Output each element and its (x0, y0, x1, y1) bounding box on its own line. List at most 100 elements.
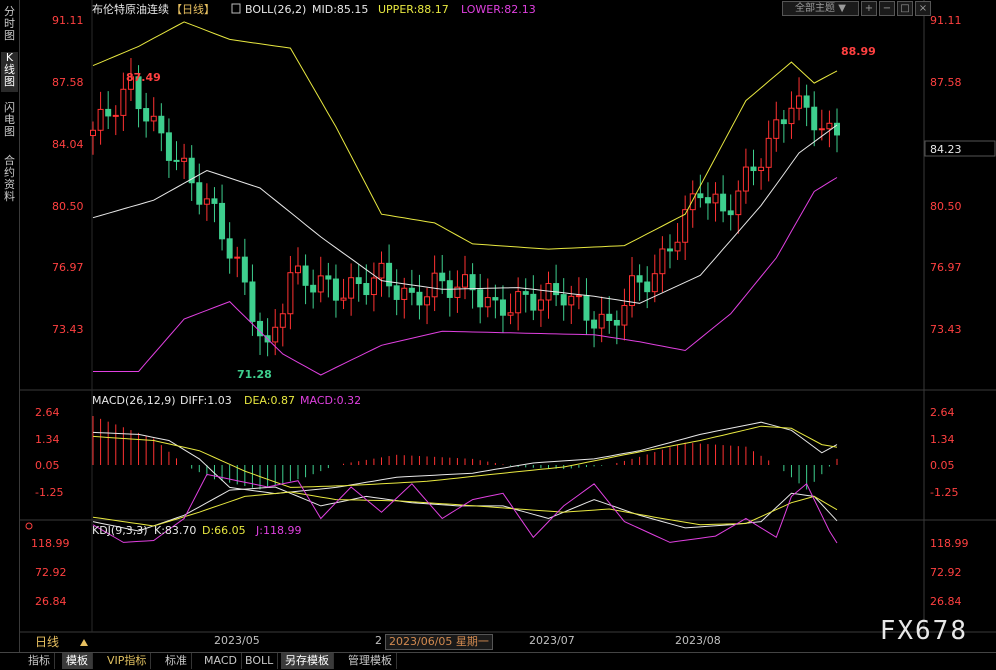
candle-body (196, 182, 203, 205)
current-price: 84.23 (930, 143, 962, 156)
candle-body (818, 128, 825, 131)
x-tick: 2023/07 (529, 634, 575, 647)
candle-body (211, 198, 218, 204)
kdj-tick: 26.84 (35, 595, 67, 608)
boll-upper: UPPER:88.17 (378, 3, 449, 16)
candle-body (727, 210, 734, 216)
y-tick: 73.43 (52, 323, 84, 336)
candle-body (378, 262, 385, 279)
y-tick: 80.50 (52, 200, 84, 213)
bottom-tab-bar: 指标 模板 VIP指标 标准 MACD BOLL 另存模板 管理模板 (0, 652, 996, 670)
candle-body (758, 166, 765, 172)
zoom-out-button[interactable]: − (879, 1, 895, 16)
macd-dea-line (92, 425, 838, 488)
candle-body (424, 296, 431, 306)
y-tick: 91.11 (930, 14, 962, 27)
macd-dea: DEA:0.87 (244, 394, 295, 407)
watermark: FX678 (879, 616, 968, 646)
candle-body (826, 122, 833, 130)
candle-body (484, 297, 491, 308)
candle-body (431, 272, 438, 298)
candle-body (340, 297, 347, 301)
kdj-settings-icon[interactable] (25, 522, 33, 530)
y-tick: 73.43 (930, 323, 962, 336)
tab-vip-indicator[interactable]: VIP指标 (103, 653, 152, 669)
candle-body (796, 95, 803, 109)
tab-manage-template[interactable]: 管理模板 (344, 653, 397, 669)
candle-body (165, 132, 172, 161)
candle-body (704, 197, 711, 204)
tab-save-template[interactable]: 另存模板 (281, 653, 334, 669)
candle-body (370, 277, 377, 296)
theme-dropdown[interactable]: 全部主题 ▼ (782, 1, 859, 16)
crosshair-date-label: 2023/06/05 星期一 (385, 634, 493, 650)
candle-body (666, 248, 673, 252)
candle-body (363, 283, 370, 296)
tab-contract-info[interactable]: 合约资料 (4, 154, 15, 203)
candle-body (606, 313, 613, 321)
tab-indicator[interactable]: 指标 (24, 653, 55, 669)
macd-tick: -1.25 (930, 486, 958, 499)
zoom-in-button[interactable]: + (861, 1, 877, 16)
boll-icon[interactable] (231, 3, 241, 14)
kdj-d-line (92, 491, 838, 527)
boll-lower-line (93, 177, 838, 376)
candle-body (811, 106, 818, 131)
candle-body (272, 326, 279, 343)
macd-tick: 1.34 (35, 433, 60, 446)
candle-body (575, 295, 582, 298)
candle-body (135, 76, 142, 110)
candle-body (477, 289, 484, 308)
candle-body (287, 272, 294, 315)
candlestick-series (90, 58, 840, 357)
candle-body (515, 291, 522, 314)
candle-body (560, 294, 567, 306)
candle-body (348, 277, 355, 299)
candle-body (143, 108, 150, 122)
candle-body (773, 119, 780, 139)
y-tick: 91.11 (52, 14, 84, 27)
candle-body (401, 287, 408, 300)
candle-body (682, 209, 689, 243)
macd-tick: 0.05 (930, 459, 955, 472)
maximize-button[interactable]: □ (897, 1, 913, 16)
tab-standard[interactable]: 标准 (161, 653, 192, 669)
candle-body (788, 107, 795, 125)
candle-body (644, 281, 651, 293)
candle-body (507, 312, 514, 316)
plus-icon: + (864, 3, 874, 14)
triangle-up-icon[interactable] (80, 639, 88, 646)
y-tick: 87.58 (52, 76, 84, 89)
candle-body (689, 193, 696, 211)
candle-body (469, 274, 476, 291)
chart-canvas: 布伦特原油连续 【日线】 BOLL(26,2) MID:85.15 UPPER:… (19, 0, 996, 649)
candle-body (583, 295, 590, 321)
tab-lightning[interactable]: 闪电图 (4, 101, 15, 138)
candle-body (613, 319, 620, 326)
tab-boll[interactable]: BOLL (241, 653, 279, 669)
y-tick: 84.04 (52, 138, 84, 151)
chart-area[interactable]: 布伦特原油连续 【日线】 BOLL(26,2) MID:85.15 UPPER:… (19, 0, 996, 652)
tab-macd[interactable]: MACD (200, 653, 242, 669)
high-annotation: 87.49 (126, 71, 161, 84)
candle-body (416, 291, 423, 306)
x-tick: 2023/05 (214, 634, 260, 647)
tab-timeshare[interactable]: 分时图 (4, 5, 15, 42)
candle-body (780, 119, 787, 125)
macd-histogram (92, 416, 838, 490)
candle-body (674, 241, 681, 252)
macd-diff-line (92, 421, 838, 495)
current-price-box (924, 140, 996, 157)
candle-body (112, 114, 119, 117)
close-button[interactable]: × (915, 1, 931, 16)
candle-body (636, 275, 643, 283)
x-tick: 2023/08 (675, 634, 721, 647)
kdj-tick: 118.99 (930, 537, 969, 550)
theme-label: 全部主题 (795, 3, 836, 14)
tab-kline[interactable]: K线图 (1, 52, 18, 92)
kdj-j: J:118.99 (255, 524, 301, 537)
candle-body (439, 272, 446, 282)
candle-body (530, 293, 537, 311)
candle-body (697, 193, 704, 199)
tab-template[interactable]: 模板 (62, 653, 93, 669)
